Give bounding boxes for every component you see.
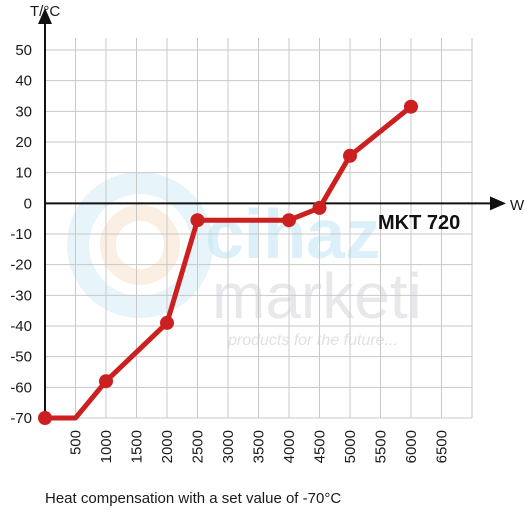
x-tick-label: 3000: [220, 430, 237, 463]
data-point: [312, 200, 327, 215]
x-axis-arrow: [490, 196, 506, 211]
x-tick-label: 4000: [281, 430, 298, 463]
data-point: [99, 374, 113, 389]
watermark-tagline: products for the future...: [227, 332, 398, 349]
data-point: [404, 99, 418, 114]
y-tick-label: 40: [15, 73, 32, 90]
y-tick-label: -40: [10, 318, 32, 335]
chart-caption: Heat compensation with a set value of -7…: [45, 490, 342, 507]
y-tick-label: 20: [15, 134, 32, 151]
watermark-brand-bottom: marketi: [212, 260, 422, 332]
x-tick-label: 1500: [129, 430, 146, 463]
y-tick-label: -50: [10, 349, 32, 366]
y-tick-label: -60: [10, 379, 32, 396]
watermark: cihaz marketi products for the future...: [67, 172, 422, 349]
data-point: [160, 315, 174, 330]
y-tick-label: -70: [10, 410, 32, 427]
x-tick-label: 2000: [159, 430, 176, 463]
x-axis-label: W: [510, 197, 525, 214]
y-tick-label: 50: [15, 42, 32, 59]
x-tick-label: 2500: [190, 430, 207, 463]
y-tick-label: -30: [10, 287, 32, 304]
x-tick-label: 1000: [98, 430, 115, 463]
x-tick-label: 500: [68, 430, 85, 455]
y-tick-label: 30: [15, 103, 32, 120]
data-point: [282, 213, 296, 228]
chart-tick-labels: 50 40 30 20 10 0 -10 -20 -30 -40 -50 -60 -70 500 1000 1…: [10, 42, 450, 463]
x-tick-label: 6500: [434, 430, 451, 463]
watermark-logo-mark-inner: [100, 205, 180, 285]
x-tick-label: 5000: [342, 430, 359, 463]
watermark-logo-mark: [67, 172, 213, 318]
x-tick-label: 5500: [373, 430, 390, 463]
y-axis-arrow: [38, 8, 52, 24]
x-tick-label: 3500: [251, 430, 268, 463]
data-point: [38, 411, 52, 425]
y-tick-label: 0: [24, 195, 32, 212]
y-tick-label: -20: [10, 257, 32, 274]
data-point: [190, 213, 205, 228]
y-tick-label: 10: [15, 165, 32, 182]
data-point: [343, 148, 357, 163]
x-tick-label: 4500: [312, 430, 329, 463]
chart-series: [38, 99, 418, 425]
chart-axes: [38, 8, 506, 418]
x-tick-label: 6000: [403, 430, 420, 463]
model-annotation: MKT 720: [378, 212, 460, 234]
y-tick-label: -10: [10, 226, 32, 243]
y-axis-label: T/°C: [30, 3, 60, 20]
